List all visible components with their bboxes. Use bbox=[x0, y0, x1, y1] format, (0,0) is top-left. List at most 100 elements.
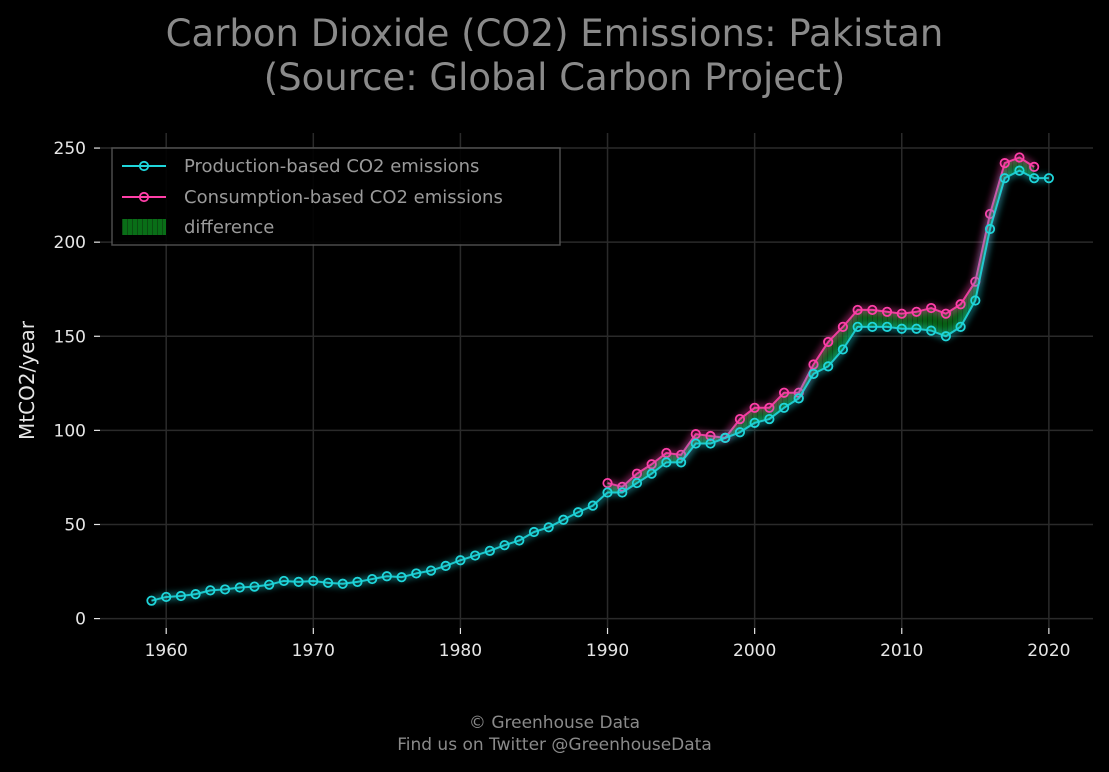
consumption-point bbox=[764, 402, 775, 413]
chart-title-line-1: Carbon Dioxide (CO2) Emissions: Pakistan bbox=[165, 12, 944, 55]
consumption-point bbox=[1029, 161, 1040, 172]
production-point bbox=[720, 432, 731, 444]
production-point bbox=[543, 522, 554, 533]
production-point bbox=[514, 535, 525, 546]
production-point bbox=[234, 582, 245, 593]
consumption-point bbox=[999, 158, 1010, 169]
production-point bbox=[1043, 173, 1054, 184]
consumption-point bbox=[881, 306, 893, 317]
production-point bbox=[661, 457, 672, 468]
consumption-glow bbox=[606, 152, 1037, 492]
production-point bbox=[146, 595, 157, 606]
legend-label: difference bbox=[184, 217, 274, 238]
production-point bbox=[837, 344, 849, 355]
consumption-series bbox=[602, 152, 1040, 492]
consumption-point bbox=[940, 308, 951, 319]
production-series bbox=[146, 165, 1054, 606]
consumption-point bbox=[1014, 152, 1025, 163]
production-point bbox=[308, 575, 319, 587]
x-tick-label: 2010 bbox=[880, 641, 923, 661]
consumption-point bbox=[734, 413, 746, 425]
production-point bbox=[381, 571, 392, 582]
consumption-point bbox=[690, 429, 701, 440]
production-point bbox=[440, 560, 451, 571]
legend-swatch-marker bbox=[138, 191, 150, 203]
difference-area bbox=[607, 157, 1035, 493]
production-point bbox=[823, 361, 834, 372]
consumption-point bbox=[896, 308, 907, 319]
production-point bbox=[161, 591, 172, 603]
production-point bbox=[690, 438, 701, 449]
consumption-line bbox=[607, 156, 1035, 488]
consumption-point bbox=[926, 302, 937, 314]
production-point bbox=[940, 331, 951, 342]
production-point bbox=[249, 581, 260, 592]
legend-label: Production-based CO2 emissions bbox=[184, 156, 479, 177]
production-point bbox=[705, 438, 716, 449]
production-point bbox=[631, 477, 643, 489]
production-point bbox=[175, 590, 187, 602]
production-point bbox=[470, 550, 481, 561]
legend: Production-based CO2 emissions Consumptio… bbox=[111, 147, 561, 246]
production-point bbox=[1014, 165, 1025, 176]
consumption-point bbox=[808, 359, 819, 370]
production-point bbox=[293, 576, 304, 587]
production-point bbox=[984, 223, 996, 235]
consumption-point bbox=[602, 477, 613, 489]
production-point bbox=[602, 487, 613, 498]
production-point bbox=[675, 457, 687, 468]
production-point bbox=[455, 555, 466, 566]
x-tick-label: 2000 bbox=[733, 641, 776, 661]
footer-credit: © Greenhouse Data Find us on Twitter @Gr… bbox=[0, 712, 1109, 756]
consumption-point bbox=[661, 447, 672, 459]
production-point bbox=[528, 526, 540, 538]
x-tick-label: 1970 bbox=[292, 641, 335, 661]
y-tick-label: 200 bbox=[54, 233, 86, 253]
production-point bbox=[337, 578, 348, 589]
production-point bbox=[396, 572, 407, 583]
consumption-point bbox=[778, 387, 790, 398]
twitter-handle-text: Find us on Twitter @GreenhouseData bbox=[397, 735, 712, 755]
production-point bbox=[484, 545, 495, 556]
chart-title-line-2: (Source: Global Carbon Project) bbox=[263, 56, 846, 99]
production-point bbox=[881, 321, 893, 332]
x-tick-label: 1980 bbox=[439, 641, 482, 661]
production-point bbox=[499, 540, 510, 551]
production-point bbox=[190, 589, 201, 600]
production-point bbox=[573, 507, 584, 518]
production-point bbox=[749, 417, 760, 428]
production-point bbox=[793, 393, 804, 404]
consumption-point bbox=[852, 304, 863, 316]
production-point bbox=[896, 323, 907, 334]
y-tick-label: 150 bbox=[54, 327, 86, 347]
legend-swatch-patch bbox=[122, 219, 166, 235]
x-tick-label: 1960 bbox=[145, 641, 188, 661]
y-tick-label: 100 bbox=[54, 421, 86, 441]
consumption-point bbox=[837, 321, 849, 332]
production-point bbox=[646, 468, 657, 479]
copyright-text: © Greenhouse Data bbox=[468, 713, 641, 733]
production-point bbox=[999, 173, 1010, 184]
production-point bbox=[367, 573, 378, 585]
production-point bbox=[808, 368, 819, 380]
legend-swatch-marker bbox=[138, 160, 150, 172]
consumption-point bbox=[911, 306, 922, 317]
production-point bbox=[587, 500, 598, 511]
production-point bbox=[425, 565, 437, 576]
production-point bbox=[617, 487, 628, 498]
production-point bbox=[278, 575, 289, 587]
production-point bbox=[867, 321, 878, 332]
consumption-point bbox=[823, 336, 834, 348]
production-point bbox=[852, 321, 863, 332]
y-tick-label: 0 bbox=[75, 610, 86, 630]
chart-title: Carbon Dioxide (CO2) Emissions: Pakistan… bbox=[0, 12, 1109, 100]
production-point bbox=[264, 579, 275, 590]
production-point bbox=[911, 323, 922, 334]
y-axis-label: MtCO2/year bbox=[15, 320, 39, 440]
production-point bbox=[352, 576, 363, 587]
production-point bbox=[778, 402, 790, 413]
production-point bbox=[926, 325, 937, 336]
production-point bbox=[1029, 173, 1040, 184]
production-point bbox=[219, 584, 231, 595]
production-point bbox=[411, 568, 422, 579]
